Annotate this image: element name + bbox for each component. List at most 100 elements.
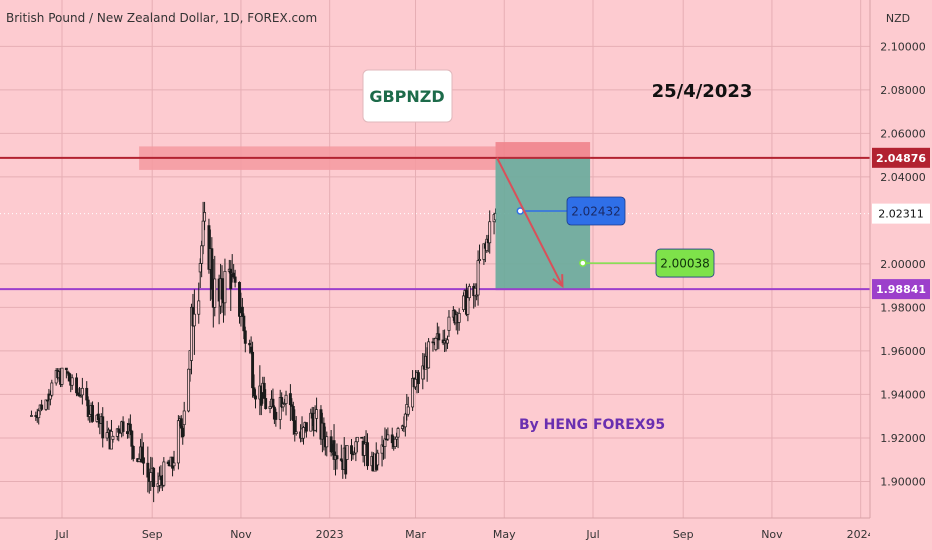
price-axis[interactable]	[870, 0, 932, 518]
candle-body	[159, 475, 163, 480]
candle	[223, 258, 227, 316]
candle	[339, 444, 343, 463]
candle	[86, 396, 90, 421]
candle-body	[223, 271, 227, 304]
candle-body	[355, 436, 359, 443]
candle-body	[354, 441, 358, 454]
trend-arrow[interactable]	[496, 157, 564, 289]
candle-body	[130, 430, 134, 447]
candle-body	[128, 423, 132, 432]
grid	[0, 0, 870, 518]
candle-body	[403, 413, 407, 428]
candle	[128, 414, 132, 436]
candle-body	[131, 445, 135, 459]
overlays-layer: 2.02432 2.00038	[496, 157, 715, 289]
candle-body	[322, 422, 326, 439]
candle	[416, 370, 420, 393]
candle-body	[146, 462, 150, 478]
candle	[85, 381, 89, 407]
candle	[406, 396, 410, 417]
candle	[488, 210, 492, 254]
candle-body	[181, 427, 185, 438]
candle	[411, 370, 415, 411]
candle-body	[121, 421, 125, 432]
callout-anchor[interactable]	[579, 259, 587, 267]
candle-body	[213, 278, 217, 308]
candle	[476, 250, 480, 306]
candle-body	[264, 398, 268, 409]
candle-body	[187, 368, 191, 412]
candle-body	[281, 403, 285, 408]
position-risk-zone[interactable]	[495, 142, 591, 159]
candle	[60, 367, 64, 388]
time-axis[interactable]	[0, 518, 870, 550]
price-tag-label: 1.98841	[876, 283, 926, 296]
candle	[335, 443, 339, 470]
candle-body	[262, 382, 266, 399]
candle-body	[406, 406, 410, 415]
candle	[172, 450, 176, 471]
candle-body	[254, 395, 257, 400]
candle-body	[162, 461, 166, 486]
candle-body	[201, 220, 205, 247]
candle-body	[210, 248, 214, 290]
candle-body	[291, 406, 295, 421]
candle-body	[393, 438, 397, 447]
candle-body	[302, 427, 305, 439]
candle	[294, 416, 298, 436]
candle	[48, 390, 52, 406]
price-tick-label: 2.10000	[880, 40, 926, 53]
candle-body	[238, 282, 241, 317]
price-axis-tags: 2.04876 1.98841 2.02311	[872, 147, 930, 300]
candle-body	[198, 263, 202, 273]
candle-body	[105, 432, 109, 439]
candle-body	[190, 306, 193, 361]
candle	[281, 401, 285, 412]
callout-label: 2.02432	[571, 204, 621, 218]
candle-body	[335, 455, 339, 460]
candles-layer	[29, 201, 497, 503]
candle-body	[80, 387, 84, 396]
price-callout[interactable]: 2.02432	[516, 196, 626, 226]
time-tick-label: Nov	[230, 528, 252, 541]
candle	[271, 388, 275, 408]
candle-body	[79, 395, 83, 398]
candle	[121, 416, 125, 437]
candle-body	[142, 457, 145, 464]
candle	[96, 402, 100, 428]
symbol-label: GBPNZD	[369, 87, 444, 106]
candle-body	[466, 297, 470, 315]
last-price-tag: 2.02311	[872, 203, 930, 224]
candle	[363, 435, 367, 467]
price-tick-label: 1.94000	[880, 388, 926, 401]
candle	[101, 407, 105, 448]
candle	[70, 374, 74, 390]
candle	[278, 389, 282, 430]
axis-corner	[870, 518, 932, 550]
candle	[220, 265, 224, 313]
candle	[67, 372, 71, 382]
candle	[50, 379, 54, 398]
price-tick-label: 1.90000	[880, 475, 926, 488]
candle-body	[192, 313, 196, 327]
candle	[131, 445, 135, 462]
symbol-label-box[interactable]	[362, 69, 453, 123]
callout-box[interactable]	[655, 248, 715, 278]
price-callout[interactable]: 2.00038	[579, 248, 715, 278]
candle-body	[383, 438, 387, 447]
candle-body	[360, 436, 364, 439]
candle	[366, 433, 369, 470]
resistance-price-tag: 2.04876	[872, 147, 930, 168]
candle	[344, 444, 348, 479]
candle-body	[251, 351, 255, 389]
candle-body	[294, 431, 298, 434]
callout-box[interactable]	[566, 196, 626, 226]
candle-body	[110, 431, 113, 450]
time-tick-label: Sep	[673, 528, 694, 541]
candle-body	[149, 472, 153, 482]
candle-body	[233, 276, 237, 283]
candle-body	[197, 300, 201, 315]
candle	[29, 410, 33, 417]
time-tick-label: Sep	[142, 528, 163, 541]
